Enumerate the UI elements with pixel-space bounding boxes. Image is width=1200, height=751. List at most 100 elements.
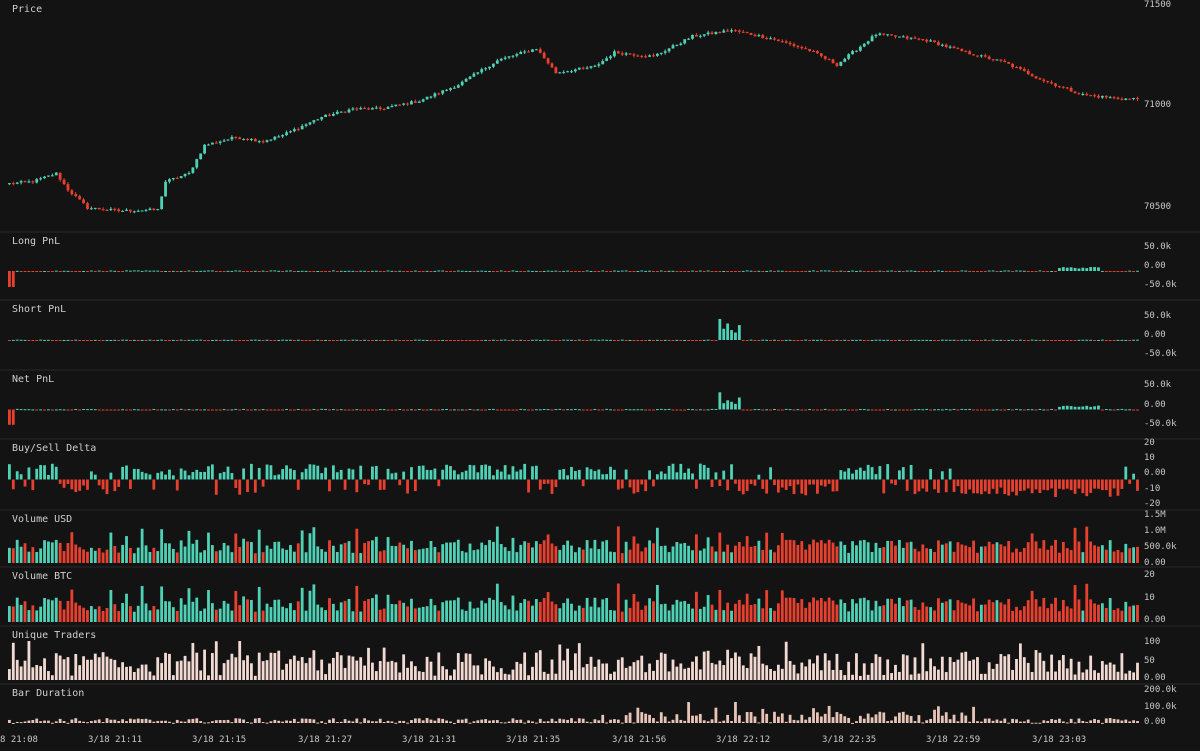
vol-btc-bar <box>89 606 93 622</box>
delta-bar <box>460 472 464 480</box>
vol-usd-bar <box>679 543 683 563</box>
vol-usd-bar <box>933 552 936 563</box>
vol-usd-bar <box>808 544 812 563</box>
delta-bar <box>531 466 534 480</box>
traders-bar <box>773 670 776 680</box>
vol-usd-bar <box>246 541 249 563</box>
traders-bar <box>827 660 831 680</box>
short-pnl-bar <box>601 339 605 341</box>
net-pnl-bar <box>870 409 874 411</box>
delta-bar <box>765 479 769 494</box>
vol-usd-bar <box>1108 540 1112 563</box>
duration-bar <box>737 715 741 723</box>
traders-bar <box>679 663 683 680</box>
long-pnl-bar <box>995 271 999 272</box>
long-pnl-bar <box>277 270 281 272</box>
long-pnl-bar <box>1054 271 1057 272</box>
duration-bar <box>1038 722 1042 724</box>
vol-btc-bar <box>554 604 558 622</box>
delta-bar <box>800 479 804 494</box>
delta-bar <box>218 473 222 480</box>
short-pnl-bar <box>663 339 667 341</box>
net-pnl-bar <box>445 408 448 410</box>
vol-btc-bar <box>175 610 179 622</box>
vol-btc-bar <box>417 607 421 622</box>
duration-bar <box>31 720 35 723</box>
delta-bar <box>468 464 472 480</box>
vol-usd-bar <box>585 540 589 563</box>
vol-usd-bar <box>835 546 839 563</box>
net-pnl-bar <box>121 409 125 411</box>
vol-btc-bar <box>890 598 893 622</box>
short-pnl-bar <box>706 339 710 341</box>
net-pnl-bar <box>437 409 441 411</box>
duration-bar <box>546 721 550 723</box>
vol-usd-bar <box>769 549 772 563</box>
traders-bar <box>515 661 519 680</box>
duration-bar <box>1100 722 1104 724</box>
traders-bar <box>382 647 386 680</box>
short-pnl-bar <box>129 340 132 341</box>
vol-btc-bar <box>652 601 655 622</box>
traders-bar <box>472 665 476 680</box>
traders-bar <box>901 654 905 680</box>
vol-btc-bar <box>47 599 50 622</box>
vol-usd-bar <box>464 552 468 563</box>
long-pnl-bar <box>964 270 968 272</box>
long-pnl-bar <box>519 271 523 272</box>
delta-bar <box>698 463 702 480</box>
price-candle <box>702 34 706 36</box>
short-pnl-bar <box>874 339 878 341</box>
vol-usd-bar <box>125 536 128 563</box>
vol-btc-bar <box>632 594 636 622</box>
delta-bar <box>35 468 39 480</box>
long-pnl-bar <box>894 271 897 272</box>
long-pnl-bar <box>23 271 27 272</box>
long-pnl-bar <box>577 271 581 272</box>
traders-bar <box>652 670 655 680</box>
long-pnl-bar <box>413 270 417 272</box>
net-pnl-bar <box>734 403 737 410</box>
vol-btc-bar <box>659 604 663 622</box>
vol-btc-bar <box>359 611 363 622</box>
net-pnl-bar <box>929 409 933 411</box>
short-pnl-bar <box>382 339 386 341</box>
duration-bar <box>70 719 74 723</box>
vol-btc-bar <box>605 598 609 622</box>
net-pnl-bar <box>979 409 983 411</box>
delta-bar <box>1128 479 1132 484</box>
short-pnl-bar <box>886 339 890 341</box>
short-pnl-bar <box>402 340 406 341</box>
vol-usd-bar <box>433 547 437 563</box>
vol-usd-bar <box>652 543 655 563</box>
delta-bar <box>831 479 835 492</box>
price-candle <box>1097 95 1100 98</box>
vol-usd-bar <box>499 544 503 563</box>
short-pnl-bar <box>597 339 601 341</box>
price-candle <box>421 99 425 102</box>
short-pnl-bar <box>1018 339 1022 341</box>
duration-bar <box>8 719 11 723</box>
short-pnl-bar <box>89 340 93 341</box>
vol-usd-bar <box>480 542 484 563</box>
vol-btc-bar <box>480 600 484 622</box>
short-pnl-bar <box>968 339 972 341</box>
duration-bar <box>1007 722 1011 724</box>
vol-usd-bar <box>93 550 97 563</box>
net-pnl-bar <box>109 409 113 411</box>
short-pnl-bar <box>827 340 831 341</box>
vol-btc-bar <box>374 594 378 622</box>
delta-bar <box>382 479 386 490</box>
price-candle <box>858 46 862 51</box>
traders-bar <box>546 673 550 680</box>
delta-bar <box>265 464 269 480</box>
traders-bar <box>968 660 972 680</box>
net-pnl-bar <box>456 409 460 411</box>
delta-bar <box>917 479 921 492</box>
delta-bar <box>187 475 191 480</box>
price-candle <box>66 184 70 191</box>
vol-usd-bar <box>89 547 93 563</box>
duration-bar <box>179 721 183 723</box>
vol-btc-bar <box>406 606 409 622</box>
price-candle <box>944 44 948 47</box>
